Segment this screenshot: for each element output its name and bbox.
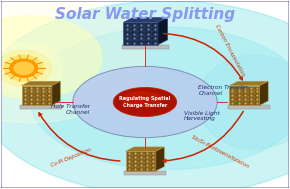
Text: Carbon Encapsulation: Carbon Encapsulation xyxy=(214,24,246,77)
Polygon shape xyxy=(22,81,60,86)
Text: Sb₂S₃ Photosensitization: Sb₂S₃ Photosensitization xyxy=(191,134,250,169)
Polygon shape xyxy=(156,147,164,171)
Circle shape xyxy=(0,43,63,93)
Text: Solar Water Splitting: Solar Water Splitting xyxy=(55,7,235,22)
Circle shape xyxy=(14,62,33,74)
Ellipse shape xyxy=(113,88,177,117)
Text: Hole Transfer
Channel: Hole Transfer Channel xyxy=(51,104,90,115)
Text: Co-Pi Deposition: Co-Pi Deposition xyxy=(50,147,93,168)
Polygon shape xyxy=(126,151,156,171)
Ellipse shape xyxy=(197,55,290,149)
Circle shape xyxy=(4,56,43,81)
Polygon shape xyxy=(158,17,168,45)
Text: Visible Light
Harvesting: Visible Light Harvesting xyxy=(184,111,220,122)
Ellipse shape xyxy=(73,66,217,138)
Polygon shape xyxy=(229,81,268,86)
Ellipse shape xyxy=(0,16,102,98)
Polygon shape xyxy=(20,105,62,109)
Polygon shape xyxy=(52,81,60,105)
Polygon shape xyxy=(123,22,158,45)
Polygon shape xyxy=(228,105,270,109)
Circle shape xyxy=(10,59,38,77)
Text: Electron Transfer
Channel: Electron Transfer Channel xyxy=(198,85,249,96)
Ellipse shape xyxy=(0,0,145,123)
Text: Regulating Spatial
Charge Transfer: Regulating Spatial Charge Transfer xyxy=(119,96,171,108)
Ellipse shape xyxy=(122,91,163,107)
Polygon shape xyxy=(260,81,268,105)
Polygon shape xyxy=(123,17,168,22)
Circle shape xyxy=(0,50,52,86)
Polygon shape xyxy=(229,86,260,105)
Polygon shape xyxy=(122,45,169,49)
Polygon shape xyxy=(126,147,164,151)
Polygon shape xyxy=(124,171,166,175)
Polygon shape xyxy=(22,86,52,105)
Ellipse shape xyxy=(30,27,290,170)
